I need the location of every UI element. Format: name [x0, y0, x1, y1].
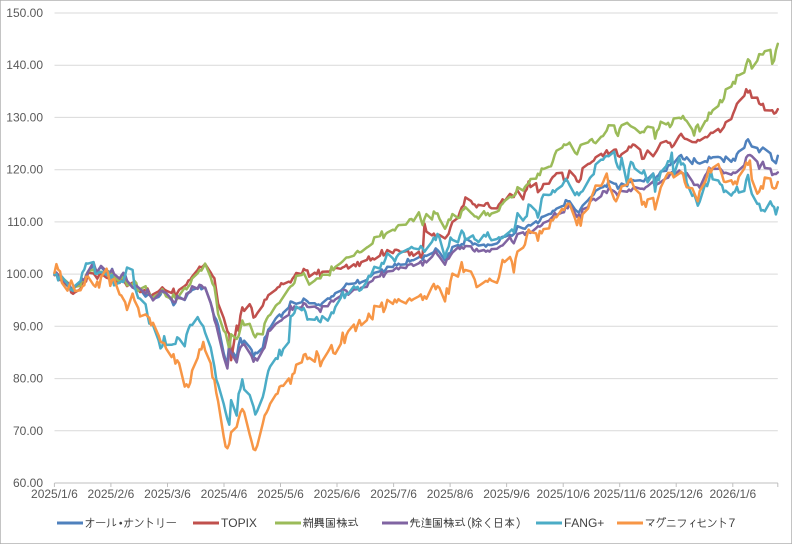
- svg-text:2025/1/6: 2025/1/6: [31, 487, 78, 501]
- svg-text:P: P: [238, 516, 246, 530]
- svg-text:60.00: 60.00: [13, 476, 43, 490]
- svg-text:70.00: 70.00: [13, 424, 43, 438]
- svg-text:2026/1/6: 2026/1/6: [709, 487, 756, 501]
- svg-text:130.00: 130.00: [6, 110, 43, 124]
- svg-text:T: T: [221, 516, 229, 530]
- svg-text:2025/11/6: 2025/11/6: [593, 487, 646, 501]
- svg-text:A: A: [571, 516, 579, 530]
- svg-text:140.00: 140.00: [6, 58, 43, 72]
- svg-text:80.00: 80.00: [13, 372, 43, 386]
- svg-text:+: +: [597, 516, 604, 530]
- svg-text:120.00: 120.00: [6, 163, 43, 177]
- svg-text:O: O: [228, 516, 237, 530]
- svg-text:2025/3/6: 2025/3/6: [144, 487, 191, 501]
- svg-text:X: X: [249, 516, 257, 530]
- svg-text:2025/4/6: 2025/4/6: [201, 487, 248, 501]
- svg-text:90.00: 90.00: [13, 319, 43, 333]
- svg-text:110.00: 110.00: [7, 215, 43, 229]
- svg-text:I: I: [246, 516, 249, 530]
- svg-text:7: 7: [729, 516, 736, 530]
- svg-text:2025/5/6: 2025/5/6: [257, 487, 304, 501]
- svg-text:2025/2/6: 2025/2/6: [88, 487, 135, 501]
- svg-text:2025/9/6: 2025/9/6: [483, 487, 530, 501]
- svg-text:2025/6/6: 2025/6/6: [314, 487, 361, 501]
- svg-text:2025/8/6: 2025/8/6: [427, 487, 474, 501]
- svg-text:2025/10/6: 2025/10/6: [537, 487, 591, 501]
- svg-text:150.00: 150.00: [6, 6, 43, 20]
- svg-text:F: F: [564, 516, 571, 530]
- svg-text:100.00: 100.00: [6, 267, 43, 281]
- svg-text:2025/7/6: 2025/7/6: [370, 487, 417, 501]
- svg-text:G: G: [588, 516, 597, 530]
- svg-text:2025/12/6: 2025/12/6: [650, 487, 704, 501]
- svg-text:N: N: [579, 516, 588, 530]
